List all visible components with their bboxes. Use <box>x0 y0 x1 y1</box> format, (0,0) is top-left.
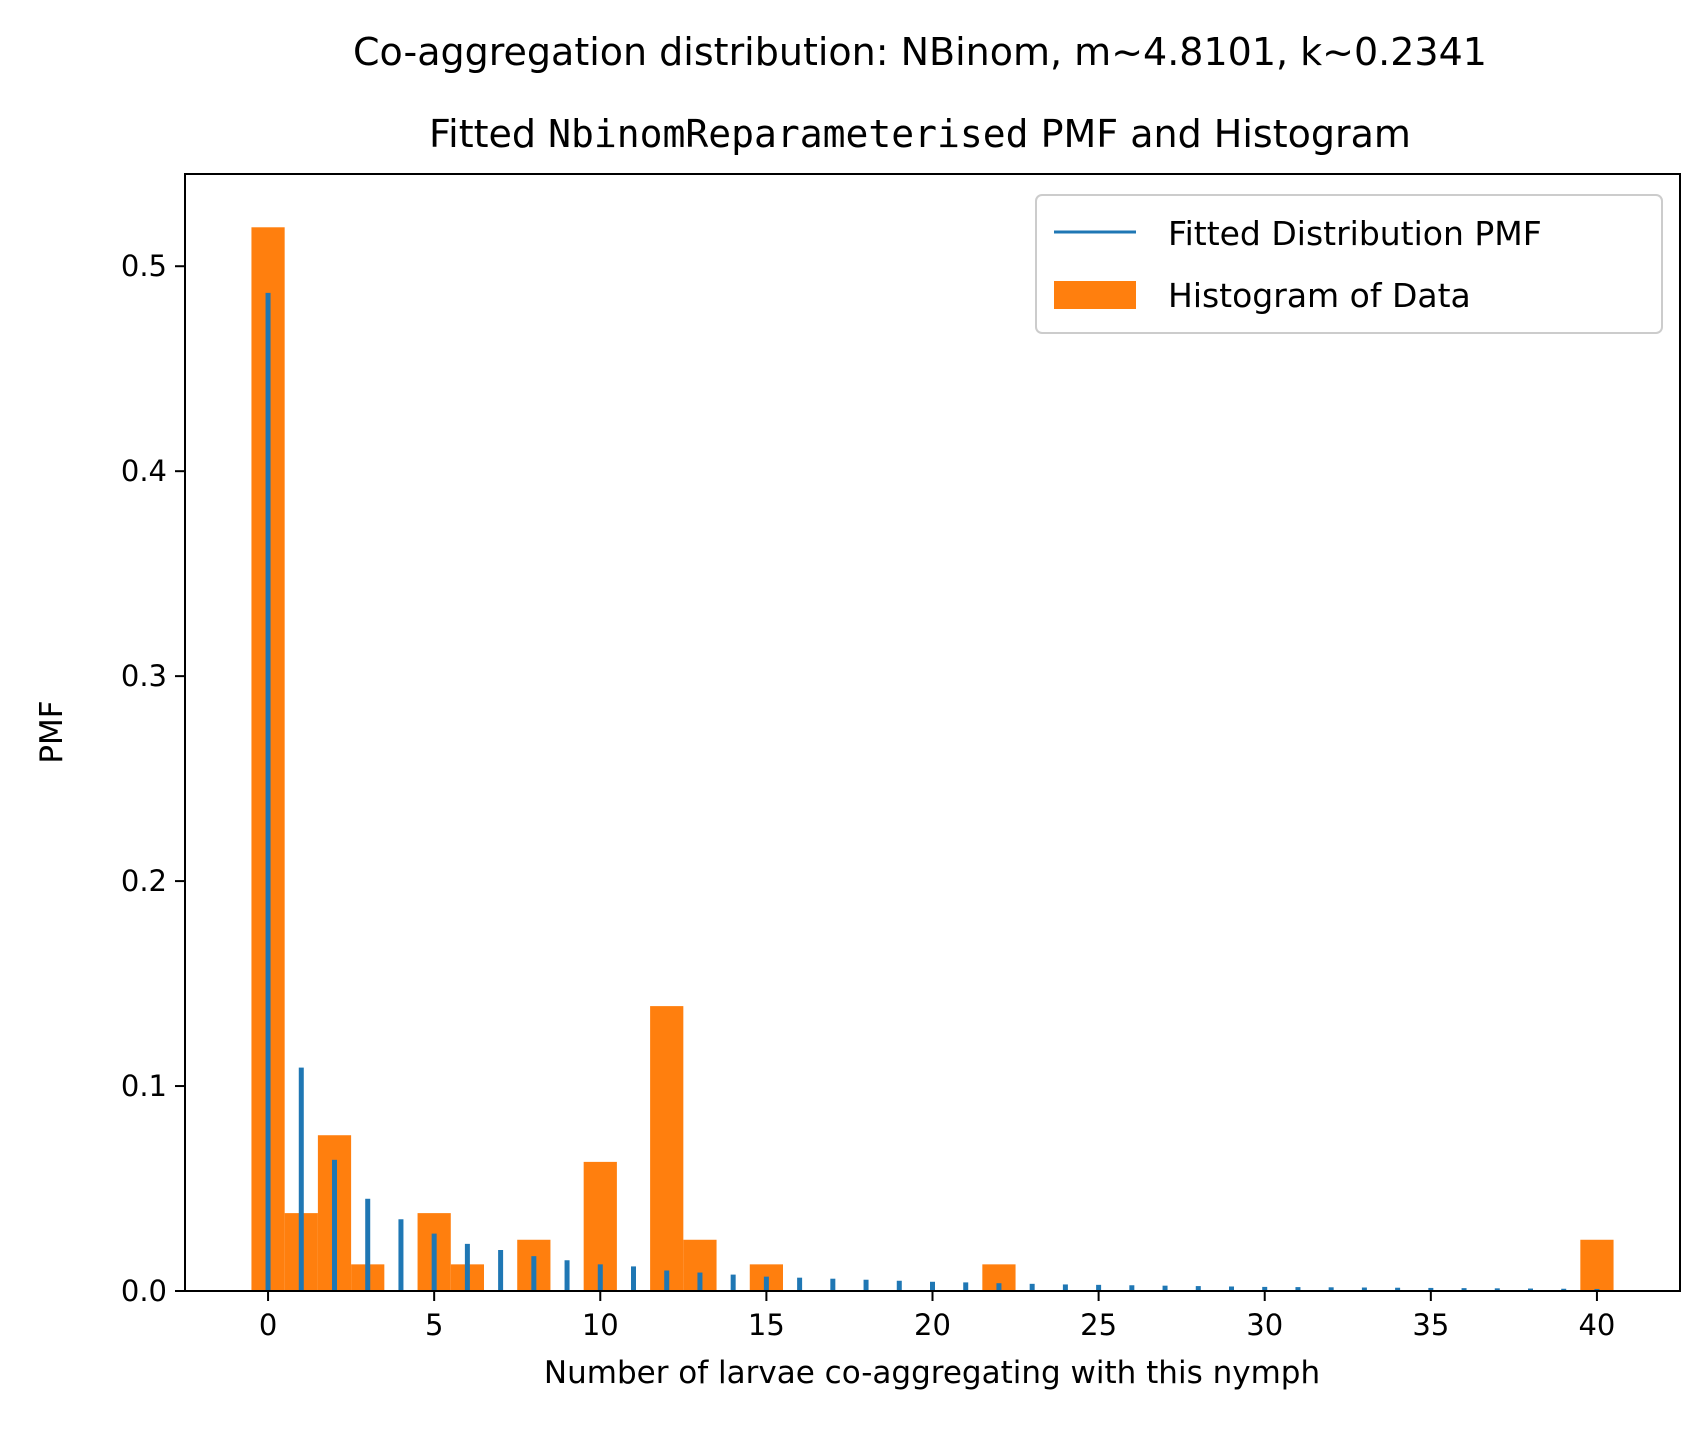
x-axis-label: Number of larvae co-aggregating with thi… <box>544 1355 1320 1391</box>
pmf-stem <box>1594 1288 1600 1291</box>
pmf-stem <box>697 1272 703 1291</box>
pmf-stems <box>265 292 1600 1291</box>
pmf-stem <box>863 1279 869 1291</box>
y-tick-label: 0.2 <box>121 864 167 898</box>
x-tick-label: 0 <box>259 1308 277 1342</box>
pmf-stem <box>531 1256 537 1291</box>
pmf-stem <box>1528 1288 1533 1291</box>
pmf-stem <box>664 1270 670 1291</box>
pmf-stem <box>930 1281 935 1291</box>
x-axis-ticks: 0 5 10 15 20 25 30 35 40 <box>259 1291 1615 1342</box>
x-tick-label: 15 <box>748 1308 785 1342</box>
legend-pmf-label: Fitted Distribution PMF <box>1168 214 1542 253</box>
pmf-stem <box>1328 1287 1334 1291</box>
legend: Fitted Distribution PMF Histogram of Dat… <box>1035 194 1663 334</box>
pmf-stem <box>896 1280 902 1291</box>
x-tick-label: 30 <box>1246 1308 1283 1342</box>
pmf-stem <box>1229 1286 1234 1291</box>
legend-box <box>1035 194 1663 334</box>
pmf-stem <box>1295 1287 1301 1291</box>
chart-title-mono: NbinomReparameterised <box>548 112 1028 156</box>
pmf-stem <box>1129 1285 1135 1291</box>
pmf-stem <box>498 1250 504 1291</box>
pmf-stem <box>398 1219 404 1291</box>
y-tick-label: 0.1 <box>121 1069 167 1103</box>
pmf-stem <box>1361 1287 1367 1291</box>
chart-title: Fitted NbinomReparameterised PMF and His… <box>429 112 1411 156</box>
chart-title-suffix: PMF and Histogram <box>1029 112 1411 156</box>
pmf-stem <box>365 1198 371 1291</box>
pmf-stem <box>996 1283 1002 1291</box>
pmf-stem <box>332 1159 337 1291</box>
pmf-stem <box>1395 1287 1401 1291</box>
chart-suptitle: Co-aggregation distribution: NBinom, m~4… <box>353 30 1487 74</box>
pmf-stem <box>830 1278 836 1291</box>
pmf-stem <box>1262 1286 1268 1291</box>
y-axis-label: PMF <box>34 700 70 763</box>
pmf-stem <box>265 292 271 1291</box>
pmf-stem <box>597 1264 603 1291</box>
pmf-stem <box>298 1067 304 1291</box>
pmf-stem <box>1494 1288 1500 1291</box>
pmf-stem <box>631 1266 636 1291</box>
pmf-stem <box>763 1276 769 1291</box>
histogram-bar <box>650 1006 684 1291</box>
x-tick-label: 10 <box>582 1308 619 1342</box>
y-tick-label: 0.0 <box>121 1274 167 1308</box>
chart-title-prefix: Fitted <box>429 112 548 156</box>
pmf-stem <box>730 1274 736 1291</box>
y-tick-label: 0.3 <box>121 659 167 693</box>
legend-histogram-swatch <box>1054 281 1136 309</box>
y-tick-label: 0.4 <box>121 454 167 488</box>
pmf-stem <box>1461 1288 1467 1291</box>
pmf-stem <box>1561 1288 1567 1291</box>
pmf-stem <box>1162 1285 1168 1291</box>
pmf-stem <box>1029 1283 1035 1291</box>
y-tick-label: 0.5 <box>121 249 167 283</box>
pmf-stem <box>1062 1284 1068 1291</box>
x-tick-label: 35 <box>1412 1308 1449 1342</box>
x-tick-label: 25 <box>1080 1308 1117 1342</box>
pmf-stem <box>963 1282 969 1291</box>
pmf-stem <box>1096 1284 1102 1291</box>
pmf-stem <box>564 1260 570 1291</box>
pmf-stem <box>1428 1287 1434 1291</box>
x-tick-label: 5 <box>425 1308 443 1342</box>
x-tick-label: 40 <box>1578 1308 1615 1342</box>
pmf-stem <box>1195 1286 1201 1291</box>
pmf-stem <box>464 1243 470 1291</box>
legend-histogram-label: Histogram of Data <box>1168 276 1471 315</box>
pmf-stem <box>797 1277 803 1291</box>
histogram-bar <box>1580 1239 1614 1291</box>
x-tick-label: 20 <box>914 1308 951 1342</box>
histogram-bars <box>251 227 1614 1291</box>
pmf-stem <box>431 1233 437 1291</box>
y-axis-ticks: 0.0 0.1 0.2 0.3 0.4 0.5 <box>121 249 185 1308</box>
plot-frame <box>184 173 1681 1292</box>
